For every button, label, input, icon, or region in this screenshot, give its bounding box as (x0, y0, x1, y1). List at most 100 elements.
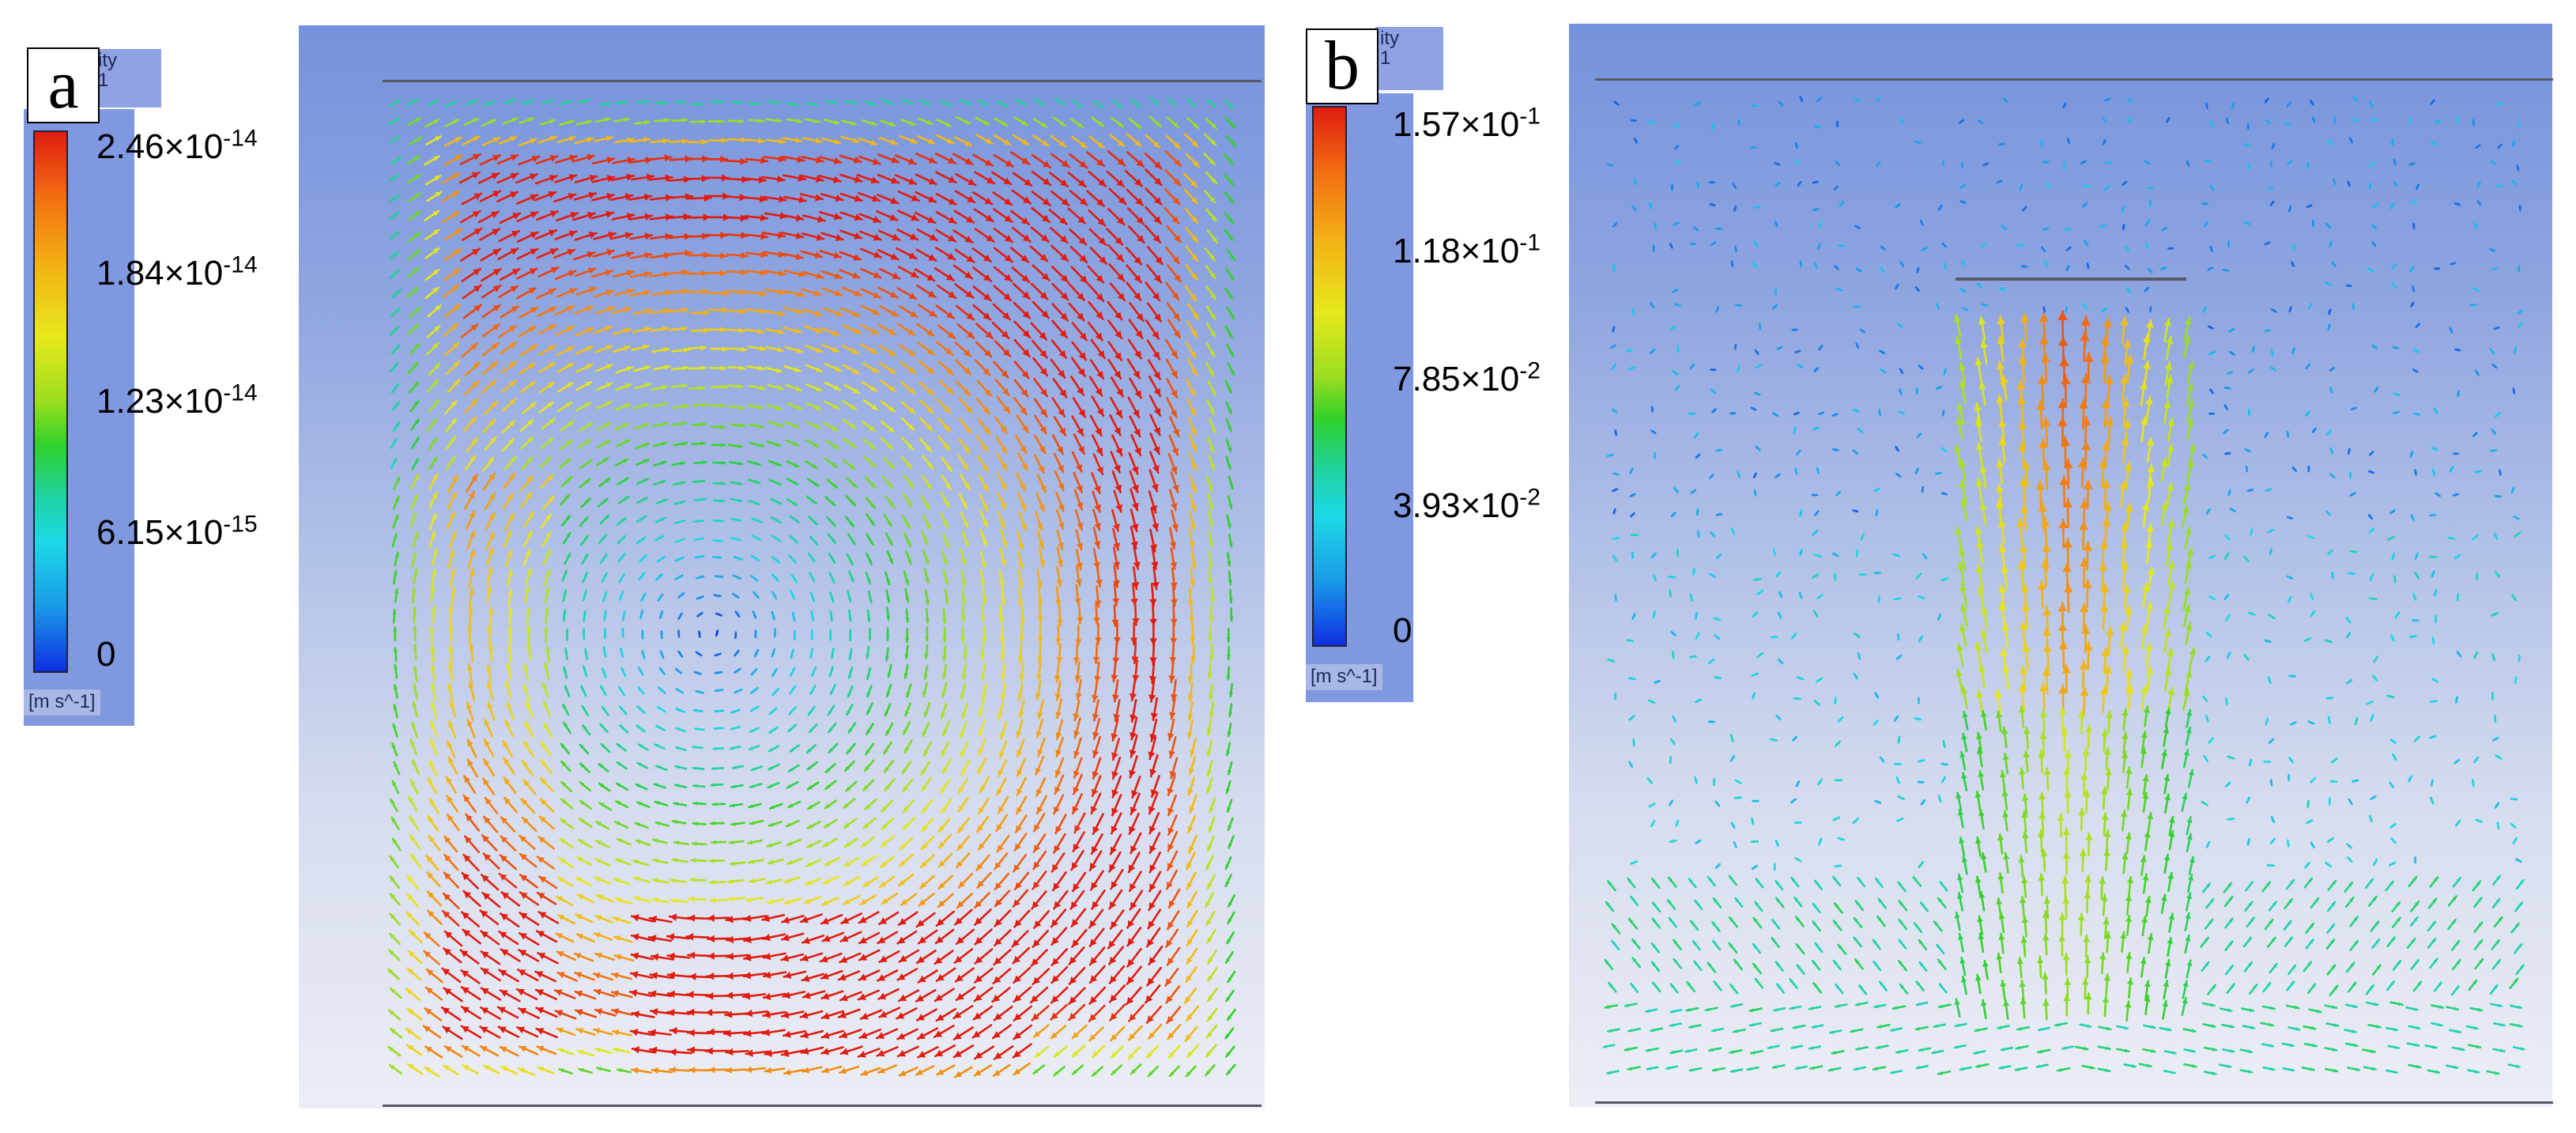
panel-b-velocity-arrow (1931, 1049, 1944, 1055)
panel-b-velocity-arrow (2042, 998, 2050, 1021)
panel-b-velocity-arrow (2408, 775, 2413, 783)
panel-b-velocity-arrow (2125, 832, 2133, 855)
panel-b-velocity-arrow (2370, 118, 2378, 121)
panel-b-velocity-arrow (1832, 920, 1842, 931)
panel-b-velocity-arrow (1666, 899, 1676, 911)
panel-b-velocity-arrow (2018, 767, 2026, 790)
panel-b-velocity-arrow (1793, 821, 1802, 825)
panel-b-velocity-arrow (1628, 761, 1634, 769)
panel-b-velocity-arrow (1899, 368, 1904, 374)
panel-b-velocity-arrow (1808, 1006, 1822, 1010)
panel-b-velocity-arrow (1714, 676, 1722, 680)
panel-b-velocity-arrow (1612, 263, 1616, 272)
panel-b-velocity-arrow (2409, 916, 2419, 927)
panel-b-velocity-arrow (2412, 618, 2419, 622)
panel-b-velocity-arrow (1650, 878, 1661, 889)
panel-b-velocity-arrow (2368, 161, 2376, 168)
panel-b-velocity-arrow (2138, 1063, 2152, 1068)
panel-b-velocity-arrow (2430, 779, 2434, 787)
panel-b-velocity-arrow (2209, 245, 2213, 253)
panel-b-velocity-arrow (1791, 735, 1798, 742)
panel-b-velocity-arrow (1793, 697, 1801, 701)
panel-a-velocity-arrow (1130, 98, 1141, 108)
panel-b-velocity-arrow (1737, 119, 1741, 127)
panel-b-velocity-arrow (2284, 936, 2294, 947)
panel-b-velocity-arrow (2145, 665, 2154, 691)
panel-b-velocity-arrow (2265, 119, 2272, 125)
panel-b-velocity-arrow (2415, 323, 2421, 328)
panel-b-velocity-arrow (2427, 920, 2437, 932)
panel-b-variable-name: ity 1 (1375, 27, 1443, 90)
panel-b-velocity-arrow (2021, 875, 2028, 898)
panel-b-velocity-arrow (2510, 486, 2515, 494)
panel-a-velocity-arrow (503, 98, 516, 105)
panel-b-velocity-arrow (2040, 848, 2048, 872)
panel-b-velocity-arrow (1631, 551, 1635, 560)
panel-b-velocity-arrow (1708, 180, 1716, 184)
panel-b-velocity-arrow (1835, 740, 1842, 747)
panel-b-velocity-arrow (2226, 371, 2234, 375)
panel-b-velocity-arrow (1899, 983, 1909, 995)
panel-b-velocity-arrow (2266, 863, 2275, 867)
panel-b-velocity-arrow (1630, 119, 1637, 123)
panel-b-velocity-arrow (1833, 572, 1837, 581)
panel-b-velocity-arrow (2144, 642, 2153, 668)
panel-a-velocity-arrow (1032, 134, 1050, 147)
panel-b-velocity-arrow (2020, 935, 2027, 957)
panel-b-velocity-arrow (1734, 897, 1744, 908)
panel-b-velocity-arrow (1998, 142, 2005, 146)
panel-b-velocity-arrow (2391, 901, 2401, 912)
panel-b-velocity-arrow (1612, 508, 1616, 515)
panel-b-velocity-arrow (1962, 710, 1969, 731)
panel-b-velocity-arrow (1954, 1022, 1967, 1028)
panel-b-velocity-arrow (1854, 900, 1865, 912)
panel-b-velocity-arrow (2303, 1025, 2317, 1030)
panel-b-velocity-arrow (1880, 266, 1885, 274)
panel-b-velocity-arrow (2186, 816, 2193, 836)
panel-b-velocity-arrow (2200, 936, 2210, 948)
panel-b-velocity-arrow (1752, 942, 1761, 954)
panel-b-velocity-arrow (1715, 227, 1722, 231)
panel-b-velocity-arrow (1750, 104, 1759, 108)
panel-b-velocity-arrow (1752, 916, 1763, 929)
panel-b-velocity-arrow (2325, 939, 2336, 950)
panel-a-velocity-arrow (444, 119, 460, 127)
panel-b-velocity-arrow (1809, 1065, 1824, 1071)
panel-b-velocity-arrow (2159, 1026, 2172, 1032)
panel-b-velocity-arrow (1627, 677, 1636, 681)
panel-b-velocity-arrow (1651, 917, 1661, 929)
panel-b-velocity-arrow (2386, 535, 2395, 541)
panel-b-velocity-arrow (1689, 593, 1693, 602)
panel-b-velocity-arrow (2495, 754, 2502, 760)
panel-b-velocity-arrow (2467, 1044, 2482, 1049)
panel-a-velocity-arrow (745, 138, 766, 144)
panel-b-velocity-arrow (2366, 700, 2374, 705)
panel-b-velocity-arrow (1852, 449, 1859, 455)
panel-b-velocity-arrow (2455, 696, 2458, 704)
panel-a-velocity-arrow (1224, 117, 1236, 129)
panel-b-velocity-arrow (2021, 830, 2029, 853)
panel-b-velocity-arrow (2413, 855, 2417, 864)
panel-b-velocity-arrow (2002, 664, 2011, 690)
panel-b-velocity-arrow (2474, 957, 2484, 970)
panel-b-velocity-arrow (1995, 499, 2004, 526)
panel-b-velocity-arrow (1835, 490, 1842, 497)
panel-b-velocity-arrow (2182, 1028, 2197, 1033)
panel-b-velocity-arrow (2186, 361, 2195, 384)
panel-b-velocity-arrow (1935, 386, 1943, 391)
panel-b-velocity-arrow (1957, 932, 1964, 953)
panel-b-velocity-arrow (2427, 1069, 2441, 1074)
panel-b-velocity-arrow (2332, 178, 2337, 185)
panel-b-velocity-arrow (1790, 633, 1797, 640)
panel-a-velocity-arrow (895, 154, 917, 165)
panel-b-velocity-arrow (1797, 180, 1802, 187)
panel-a-velocity-arrow (1009, 151, 1031, 165)
panel-b-velocity-arrow (2061, 875, 2069, 900)
panel-b-velocity-arrow (2020, 997, 2027, 1019)
panel-b-velocity-arrow (1627, 1066, 1641, 1071)
panel-a-velocity-arrow (748, 118, 765, 123)
panel-b-velocity-arrow (1613, 692, 1617, 701)
panel-b-velocity-arrow (2365, 984, 2374, 995)
panel-b-velocity-arrow (1733, 840, 1737, 848)
panel-a-velocity-arrow (1205, 117, 1218, 130)
